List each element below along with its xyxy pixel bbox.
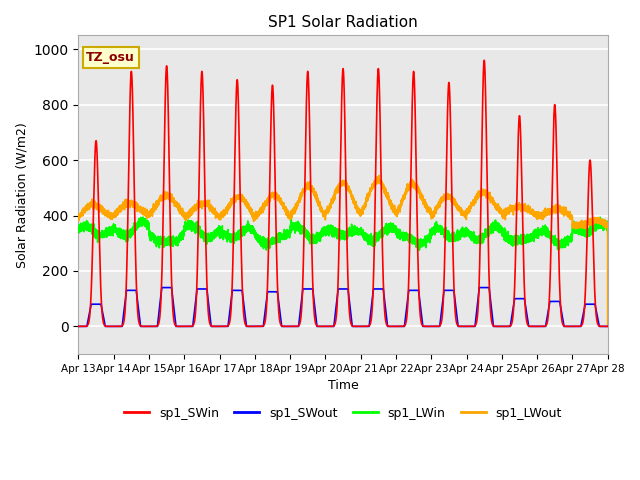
sp1_SWout <box>255 324 262 329</box>
sp1_SWout <box>575 324 583 329</box>
sp1_LWin <box>255 237 262 242</box>
Legend: sp1_SWin, sp1_SWout, sp1_LWin, sp1_LWout: sp1_SWin, sp1_SWout, sp1_LWin, sp1_LWout <box>119 402 567 425</box>
sp1_LWin <box>582 230 589 236</box>
sp1_SWout <box>75 324 83 329</box>
sp1_LWout <box>476 191 484 196</box>
Line: sp1_LWin: sp1_LWin <box>79 217 608 250</box>
sp1_LWin <box>75 226 83 231</box>
sp1_SWin <box>325 324 333 329</box>
sp1_LWin <box>325 223 333 228</box>
sp1_SWout <box>476 285 484 290</box>
Line: sp1_SWout: sp1_SWout <box>79 288 608 326</box>
Title: SP1 Solar Radiation: SP1 Solar Radiation <box>268 15 418 30</box>
Y-axis label: Solar Radiation (W/m2): Solar Radiation (W/m2) <box>15 122 28 267</box>
sp1_SWout <box>604 324 612 329</box>
sp1_SWin <box>461 324 469 329</box>
sp1_LWin <box>140 214 147 220</box>
sp1_LWout <box>604 322 612 328</box>
sp1_SWin <box>575 324 583 329</box>
sp1_SWout <box>582 301 589 307</box>
sp1_SWin <box>481 58 488 63</box>
sp1_LWin <box>262 247 270 253</box>
Line: sp1_SWin: sp1_SWin <box>79 60 608 326</box>
sp1_LWout <box>375 173 383 179</box>
sp1_LWin <box>477 236 484 241</box>
Line: sp1_LWout: sp1_LWout <box>79 176 608 325</box>
sp1_SWin <box>476 238 484 244</box>
sp1_SWout <box>461 324 469 329</box>
sp1_LWin <box>461 228 469 233</box>
sp1_SWin <box>254 324 262 329</box>
sp1_LWout <box>461 213 469 218</box>
sp1_LWout <box>575 222 583 228</box>
sp1_SWin <box>75 324 83 329</box>
sp1_LWout <box>75 212 83 217</box>
sp1_SWout <box>158 285 166 290</box>
X-axis label: Time: Time <box>328 379 358 392</box>
sp1_SWin <box>604 324 612 329</box>
Text: TZ_osu: TZ_osu <box>86 51 135 64</box>
sp1_LWout <box>325 209 333 215</box>
sp1_LWout <box>254 214 262 219</box>
sp1_LWin <box>575 229 583 235</box>
sp1_SWout <box>325 324 333 329</box>
sp1_LWin <box>604 231 612 237</box>
sp1_LWout <box>582 220 589 226</box>
sp1_SWin <box>582 286 589 291</box>
